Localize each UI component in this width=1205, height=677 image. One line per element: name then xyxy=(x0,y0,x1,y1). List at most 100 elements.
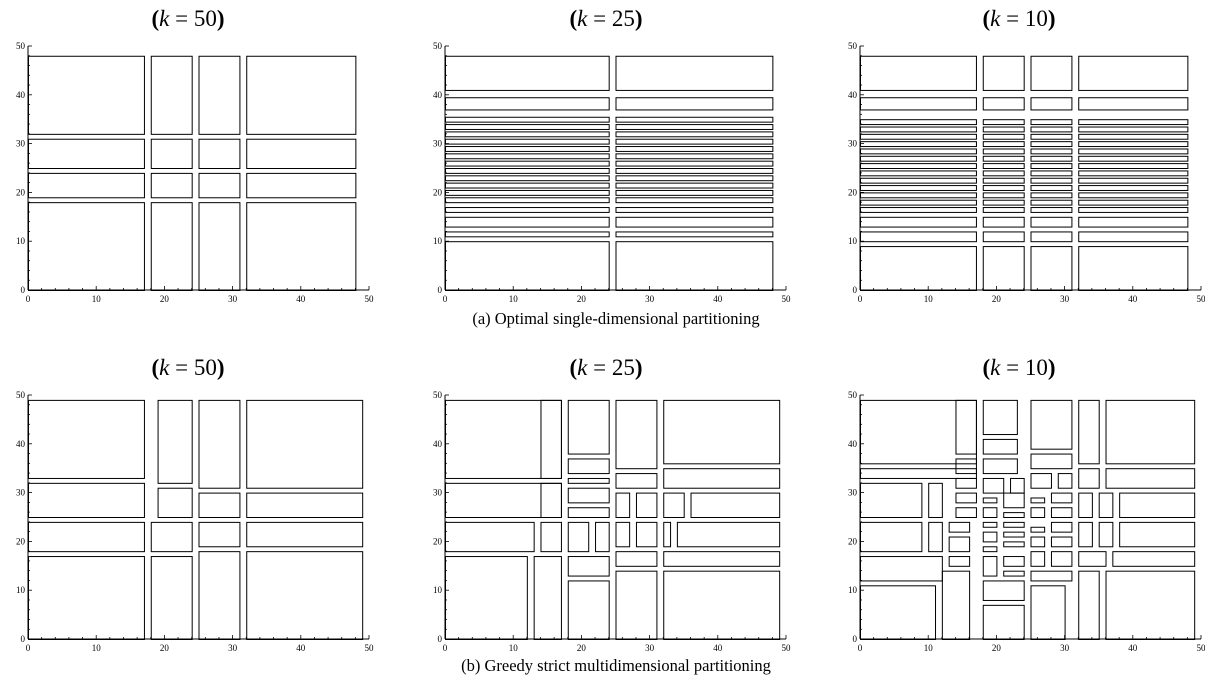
partition-bucket xyxy=(615,146,774,152)
y-tick-label: 10 xyxy=(433,585,443,595)
partition-bucket xyxy=(567,521,590,553)
partition-bucket xyxy=(1078,97,1189,111)
title-paren: ( xyxy=(151,355,160,380)
partition-bucket xyxy=(246,172,357,199)
panel-title: (k = 50) xyxy=(58,355,318,381)
x-tick-label: 0 xyxy=(858,294,863,304)
partition-bucket xyxy=(615,216,774,228)
partition-bucket xyxy=(445,182,610,189)
partition-bucket xyxy=(1078,177,1189,184)
partition-bucket xyxy=(1003,541,1025,548)
x-tick-label: 0 xyxy=(443,643,448,653)
partition-bucket xyxy=(615,182,774,189)
partition-bucket xyxy=(567,487,610,504)
partition-bucket xyxy=(445,55,610,91)
partition-bucket xyxy=(982,177,1025,184)
partition-bucket xyxy=(1078,119,1189,126)
caption-a: (a) Optimal single-dimensional partition… xyxy=(472,309,760,328)
y-tick-label: 40 xyxy=(16,90,26,100)
partition-bucket xyxy=(982,399,1018,436)
x-tick-label: 30 xyxy=(645,294,655,304)
partition-bucket xyxy=(1003,531,1025,538)
x-tick-label: 20 xyxy=(577,643,587,653)
partition-bucket xyxy=(982,155,1025,162)
y-tick-label: 30 xyxy=(848,488,858,498)
partition-bucket xyxy=(860,55,977,91)
partition-bucket xyxy=(198,551,241,640)
x-tick-label: 30 xyxy=(645,643,655,653)
partition-bucket xyxy=(1078,399,1100,465)
partition-bucket xyxy=(150,172,193,199)
partition-bucket xyxy=(860,207,977,213)
partition-bucket xyxy=(1078,133,1189,140)
x-tick-label: 20 xyxy=(160,294,170,304)
partition-bucket xyxy=(663,570,781,640)
partition-bucket xyxy=(1050,507,1073,518)
partition-bucket xyxy=(1030,453,1073,470)
x-tick-label: 30 xyxy=(1060,643,1070,653)
partition-bucket xyxy=(860,482,923,518)
x-tick-label: 50 xyxy=(365,294,375,304)
x-tick-label: 10 xyxy=(92,643,102,653)
partition-bucket xyxy=(198,521,241,548)
partition-bucket xyxy=(1078,163,1189,169)
partition-bucket xyxy=(1105,570,1196,640)
partition-bucket xyxy=(1057,473,1073,489)
partition-bucket xyxy=(1050,551,1073,567)
partition-bucket xyxy=(445,175,610,182)
x-tick-label: 40 xyxy=(713,643,723,653)
y-tick-label: 10 xyxy=(848,236,858,246)
partition-bucket xyxy=(246,202,357,291)
partition-bucket xyxy=(1030,207,1073,213)
title-var: k xyxy=(990,6,1001,31)
partition-bucket xyxy=(1030,148,1073,155)
partition-bucket xyxy=(982,546,998,553)
partition-bucket xyxy=(982,477,1005,494)
partition-bucket xyxy=(1030,526,1046,533)
partition-bucket xyxy=(1078,141,1189,148)
partition-bucket xyxy=(955,492,977,504)
partition-bucket xyxy=(198,202,241,291)
partition-bucket xyxy=(246,492,364,519)
partition-bucket xyxy=(540,399,562,479)
partition-bucket xyxy=(150,138,193,170)
y-tick-label: 50 xyxy=(433,390,443,400)
partition-bucket xyxy=(1078,185,1189,191)
y-tick-label: 50 xyxy=(16,390,26,400)
partition-bucket xyxy=(860,163,977,169)
partition-bucket xyxy=(948,521,971,533)
partition-bucket xyxy=(860,585,937,641)
partition-bucket xyxy=(157,399,193,484)
partition-bucket xyxy=(28,55,145,135)
partition-bucket xyxy=(982,580,1025,601)
partition-bucket xyxy=(445,153,610,160)
partition-bucket xyxy=(1078,126,1189,133)
x-tick-label: 50 xyxy=(782,294,792,304)
title-paren: ( xyxy=(569,6,578,31)
partition-bucket xyxy=(982,507,998,518)
x-tick-label: 20 xyxy=(992,643,1002,653)
partition-bucket xyxy=(615,97,774,111)
x-tick-label: 0 xyxy=(858,643,863,653)
partition-bucket xyxy=(663,468,781,489)
title-paren: ( xyxy=(982,6,991,31)
partition-bucket xyxy=(1098,521,1114,548)
partition-bucket xyxy=(246,55,357,135)
partition-bucket xyxy=(157,487,193,519)
partition-bucket xyxy=(540,521,562,553)
partition-bucket xyxy=(445,216,610,228)
y-tick-label: 50 xyxy=(16,41,26,51)
partition-bucket xyxy=(1030,185,1073,191)
title-var: k xyxy=(159,355,170,380)
partition-bucket xyxy=(445,241,610,291)
partition-bucket xyxy=(615,207,774,213)
partition-bucket xyxy=(1078,148,1189,155)
x-tick-label: 40 xyxy=(1128,294,1138,304)
partition-bucket xyxy=(615,521,631,548)
partition-bucket xyxy=(860,231,977,243)
panel-title: (k = 10) xyxy=(889,355,1149,381)
x-tick-label: 20 xyxy=(160,643,170,653)
panel-title: (k = 10) xyxy=(889,6,1149,32)
partition-bucket xyxy=(860,556,943,582)
